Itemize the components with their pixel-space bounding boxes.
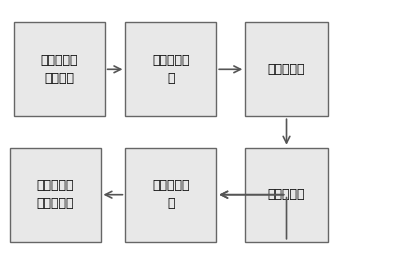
Text: 求解偏振光
谱数据参数: 求解偏振光 谱数据参数 <box>36 179 74 210</box>
Text: 图像预处理: 图像预处理 <box>268 188 305 201</box>
FancyBboxPatch shape <box>10 148 101 242</box>
Text: 目标物测量: 目标物测量 <box>268 63 305 76</box>
FancyBboxPatch shape <box>14 22 105 116</box>
FancyBboxPatch shape <box>125 148 216 242</box>
Text: 辐射定标测
量: 辐射定标测 量 <box>152 54 190 85</box>
FancyBboxPatch shape <box>245 148 328 242</box>
Text: 图像数据反
演: 图像数据反 演 <box>152 179 190 210</box>
Text: 安装并调试
试验装置: 安装并调试 试验装置 <box>40 54 78 85</box>
FancyBboxPatch shape <box>245 22 328 116</box>
FancyBboxPatch shape <box>125 22 216 116</box>
